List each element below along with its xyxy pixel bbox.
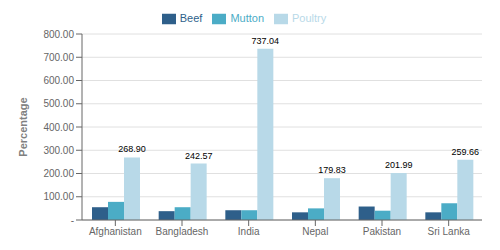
svg-text:242.57: 242.57 bbox=[185, 151, 213, 161]
svg-text:Afghanistan: Afghanistan bbox=[89, 226, 142, 237]
svg-text:600.00: 600.00 bbox=[43, 75, 74, 86]
html-text:Beef: Beef bbox=[179, 12, 203, 24]
svg-text:800.00: 800.00 bbox=[43, 29, 74, 40]
svg-text:700.00: 700.00 bbox=[43, 52, 74, 63]
svg-text:India: India bbox=[238, 226, 260, 237]
svg-text:Percentage: Percentage bbox=[17, 97, 29, 156]
svg-text:500.00: 500.00 bbox=[43, 98, 74, 109]
svg-text:300.00: 300.00 bbox=[43, 145, 74, 156]
svg-text:Bangladesh: Bangladesh bbox=[156, 226, 209, 237]
svg-text:259.66: 259.66 bbox=[452, 147, 480, 157]
svg-text:-: - bbox=[71, 215, 74, 226]
html-text:Poultry: Poultry bbox=[292, 12, 327, 24]
svg-text:Pakistan: Pakistan bbox=[363, 226, 401, 237]
svg-text:737.04: 737.04 bbox=[252, 36, 280, 46]
svg-text:201.99: 201.99 bbox=[385, 160, 413, 170]
svg-text:100.00: 100.00 bbox=[43, 191, 74, 202]
svg-text:179.83: 179.83 bbox=[318, 165, 346, 175]
svg-text:Nepal: Nepal bbox=[302, 226, 328, 237]
svg-text:268.90: 268.90 bbox=[118, 144, 146, 154]
html-text:Mutton: Mutton bbox=[230, 12, 264, 24]
svg-text:200.00: 200.00 bbox=[43, 168, 74, 179]
svg-text:400.00: 400.00 bbox=[43, 122, 74, 133]
svg-text:Sri Lanka: Sri Lanka bbox=[428, 226, 471, 237]
